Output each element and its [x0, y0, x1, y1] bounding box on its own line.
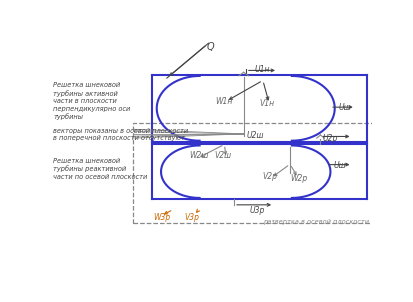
Text: V2р: V2р: [263, 172, 278, 182]
Text: U3р: U3р: [249, 206, 265, 215]
Text: Решетка шнековой
турбины реактивной
части по осевой плоскости: Решетка шнековой турбины реактивной част…: [53, 158, 147, 180]
Text: U2р: U2р: [322, 133, 337, 143]
Text: векторы показаны в осевой плоскости
в поперечной плоскости отсутствуют: векторы показаны в осевой плоскости в по…: [53, 128, 188, 141]
Text: Uш: Uш: [333, 161, 346, 170]
Text: V3р: V3р: [185, 213, 199, 222]
Text: развертка в осевой плоскости: развертка в осевой плоскости: [263, 219, 369, 225]
Text: V1н: V1н: [260, 99, 275, 108]
Text: Uш: Uш: [338, 103, 351, 112]
Bar: [133, 124, 373, 223]
Text: W3р: W3р: [153, 213, 171, 222]
Text: U2ш: U2ш: [246, 130, 264, 140]
Text: W2ш: W2ш: [189, 151, 209, 160]
Text: Q: Q: [206, 42, 214, 52]
Text: W1н: W1н: [215, 97, 232, 106]
Text: Решетка шнековой
турбины активной
части в плоскости
перпендикулярно оси
турбины: Решетка шнековой турбины активной части …: [53, 82, 131, 120]
Text: V2ш: V2ш: [215, 151, 232, 160]
Text: U1н: U1н: [255, 65, 271, 74]
Text: W2р: W2р: [290, 174, 307, 183]
